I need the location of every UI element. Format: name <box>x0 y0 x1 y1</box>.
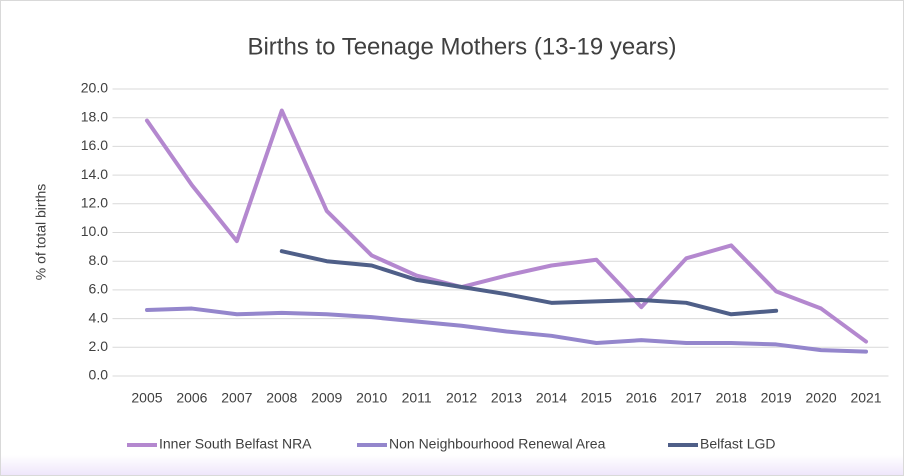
legend-label: Non Neighbourhood Renewal Area <box>389 436 606 452</box>
x-tick-label: 2020 <box>806 390 837 406</box>
x-tick-label: 2009 <box>311 390 342 406</box>
x-tick-label: 2008 <box>266 390 297 406</box>
x-tick-label: 2016 <box>626 390 657 406</box>
y-tick-label: 12.0 <box>81 195 108 211</box>
y-axis-label: % of total births <box>33 184 49 281</box>
chart-title: Births to Teenage Mothers (13-19 years) <box>247 33 676 60</box>
series-line <box>144 306 869 354</box>
y-tick-label: 14.0 <box>81 166 108 182</box>
x-tick-label: 2005 <box>131 390 162 406</box>
x-tick-label: 2014 <box>536 390 567 406</box>
x-tick-label: 2010 <box>356 390 387 406</box>
y-tick-label: 10.0 <box>81 223 108 239</box>
x-tick-label: 2015 <box>581 390 612 406</box>
y-tick-label: 2.0 <box>89 338 109 354</box>
y-tick-label: 16.0 <box>81 137 108 153</box>
y-tick-label: 18.0 <box>81 108 108 124</box>
y-tick-label: 8.0 <box>89 252 109 268</box>
series-line <box>279 249 779 317</box>
x-tick-label: 2021 <box>850 390 881 406</box>
x-tick-label: 2012 <box>446 390 477 406</box>
legend-label: Belfast LGD <box>700 436 775 452</box>
x-tick-label: 2018 <box>716 390 747 406</box>
x-tick-label: 2013 <box>491 390 522 406</box>
x-tick-label: 2011 <box>402 390 432 406</box>
x-tick-label: 2007 <box>221 390 252 406</box>
y-tick-label: 20.0 <box>81 80 108 96</box>
x-tick-label: 2017 <box>671 390 702 406</box>
x-tick-label: 2019 <box>761 390 792 406</box>
legend-label: Inner South Belfast NRA <box>159 436 312 452</box>
x-tick-label: 2006 <box>176 390 207 406</box>
footer-band <box>1 455 903 475</box>
y-tick-label: 0.0 <box>89 367 109 383</box>
series-line <box>144 108 869 344</box>
y-tick-label: 4.0 <box>89 309 109 325</box>
y-tick-label: 6.0 <box>89 281 109 297</box>
